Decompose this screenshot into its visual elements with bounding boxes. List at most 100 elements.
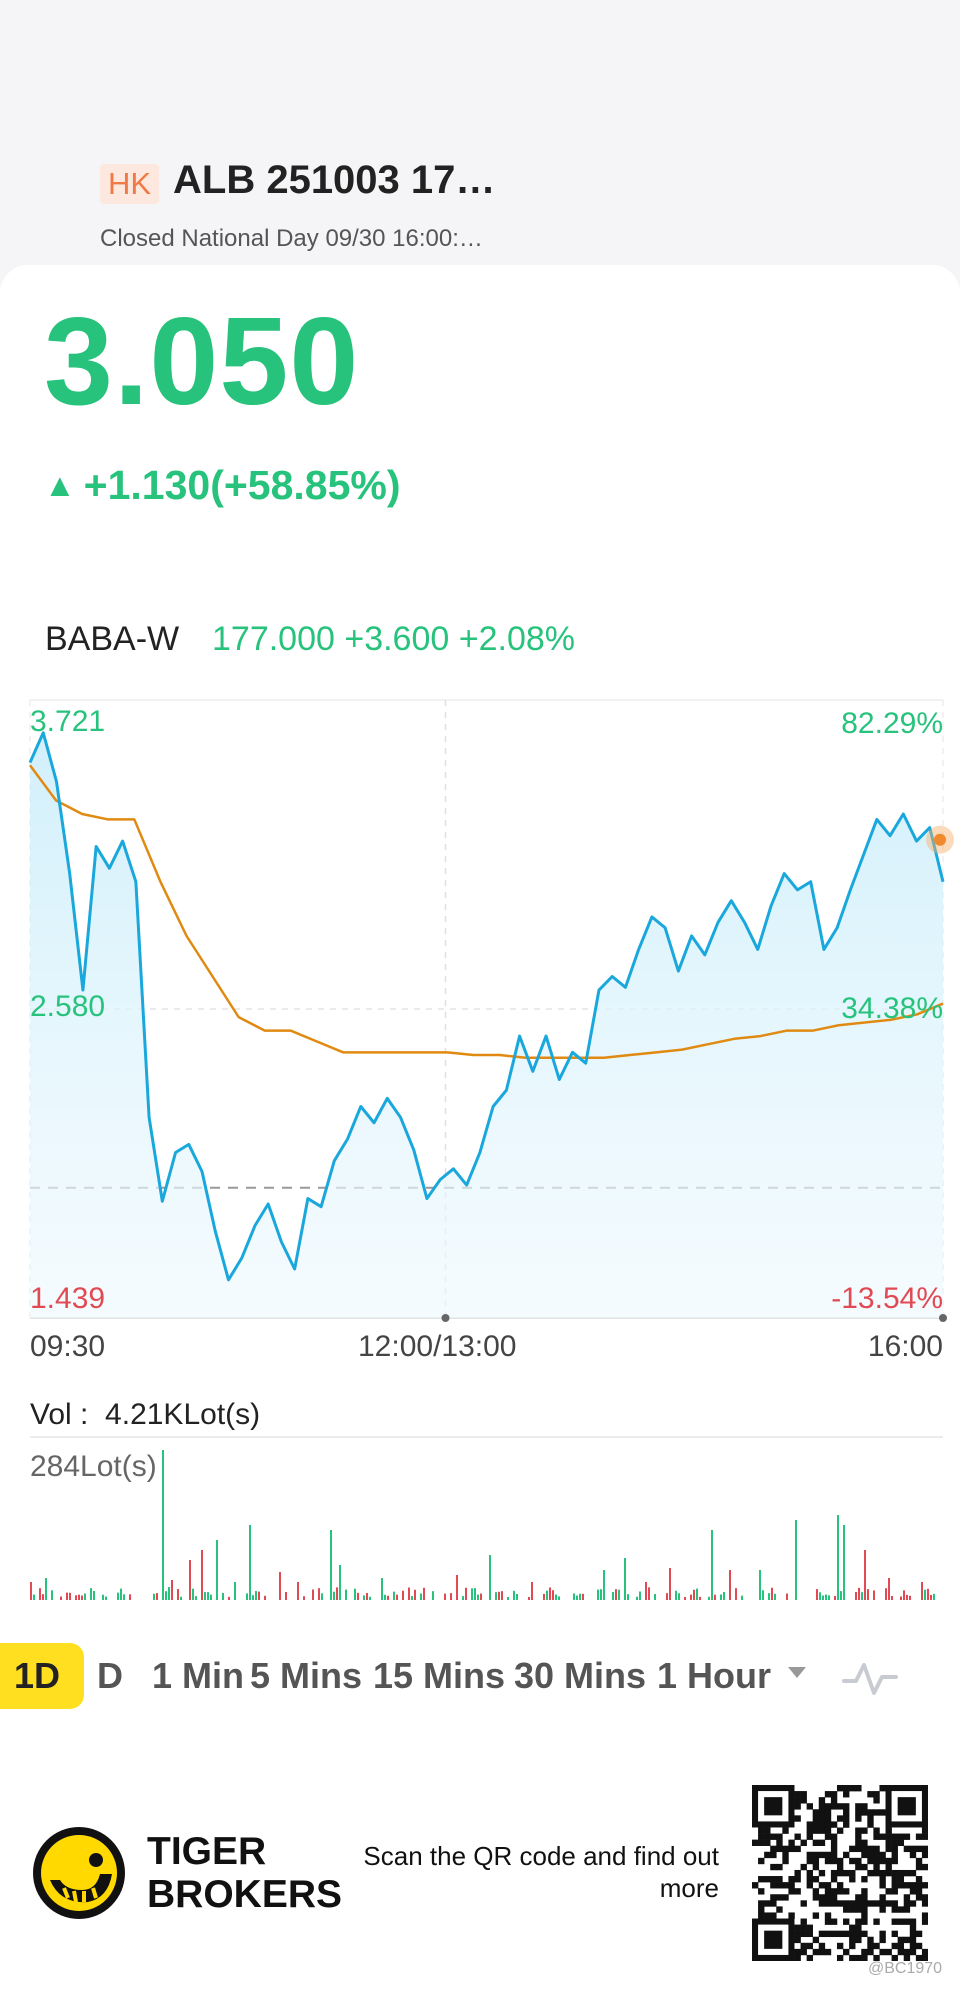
qr-module (764, 1876, 771, 1883)
qr-module (909, 1882, 917, 1889)
tab-1d[interactable]: 1D (0, 1643, 85, 1709)
qr-module (806, 1882, 813, 1889)
volume-bar (516, 1593, 518, 1600)
qr-module (800, 1839, 807, 1846)
qr-module (885, 1948, 892, 1956)
indicator-wave-icon[interactable] (842, 1651, 898, 1701)
x-tick-close: 16:00 (867, 1330, 943, 1363)
volume-bar (930, 1594, 932, 1600)
tab-15-mins[interactable]: 15 Mins (373, 1655, 506, 1696)
qr-module (812, 1912, 820, 1919)
volume-bar (684, 1596, 686, 1600)
y-tick-low: 1.439 (30, 1282, 106, 1315)
volume-bar (693, 1589, 695, 1600)
qr-module (806, 1821, 813, 1828)
qr-module (861, 1839, 868, 1846)
qr-module (879, 1809, 886, 1816)
volume-bar (222, 1592, 224, 1600)
volume-bar (900, 1596, 902, 1600)
underlying-symbol[interactable]: BABA-W (45, 620, 180, 658)
qr-module (855, 1809, 862, 1816)
qr-module (824, 1882, 832, 1889)
volume-bar (84, 1593, 86, 1600)
qr-module (921, 1833, 928, 1840)
qr-module (921, 1894, 928, 1901)
qr-module (909, 1888, 917, 1895)
volume-bar (396, 1594, 398, 1600)
volume-bar (51, 1590, 53, 1600)
qr-module (830, 1857, 838, 1865)
qr-module (879, 1882, 886, 1889)
qr-module (758, 1876, 765, 1883)
qr-module (861, 1863, 868, 1871)
qr-module (855, 1839, 862, 1846)
volume-max-label: 284Lot(s) (30, 1450, 157, 1483)
volume-bar (102, 1594, 104, 1600)
qr-module (836, 1888, 844, 1895)
volume-bar (156, 1593, 158, 1600)
volume-bar (654, 1593, 656, 1600)
volume-bar (543, 1593, 545, 1600)
qr-module (782, 1882, 789, 1889)
volume-bar (873, 1590, 875, 1600)
volume-bar (762, 1590, 764, 1600)
qr-module (794, 1833, 801, 1840)
qr-module (818, 1797, 826, 1804)
qr-module (782, 1894, 789, 1901)
volume-bar (474, 1588, 476, 1600)
y-tick-high: 3.721 (30, 705, 106, 738)
volume-bar (339, 1565, 341, 1600)
qr-module (855, 1803, 862, 1810)
volume-bar (675, 1590, 677, 1600)
volume-bar (465, 1587, 467, 1600)
intraday-chart[interactable] (0, 690, 960, 1330)
qr-module (903, 1882, 911, 1889)
qr-module (830, 1821, 838, 1828)
qr-code-icon[interactable] (752, 1785, 928, 1961)
volume-bar (795, 1520, 797, 1600)
volume-bar (303, 1596, 305, 1600)
volume-title: Vol : (30, 1398, 89, 1431)
volume-bar (171, 1580, 173, 1600)
contract-title[interactable]: ALB 251003 17… (173, 158, 496, 202)
qr-module (873, 1791, 880, 1798)
tab-5-mins[interactable]: 5 Mins (250, 1655, 363, 1696)
qr-module (782, 1857, 789, 1865)
qr-module (873, 1857, 880, 1865)
qr-module (861, 1827, 868, 1834)
qr-module (782, 1851, 789, 1859)
tab-daily[interactable]: D (97, 1655, 123, 1696)
qr-module (818, 1930, 826, 1938)
qr-module (830, 1797, 838, 1804)
qr-module (915, 1863, 923, 1871)
qr-module (909, 1948, 917, 1956)
qr-module (903, 1954, 911, 1961)
chevron-down-icon[interactable] (788, 1667, 806, 1678)
qr-module (885, 1839, 892, 1846)
qr-module (782, 1845, 789, 1853)
qr-module (885, 1857, 892, 1865)
qr-module (891, 1857, 898, 1865)
tab-1-hour[interactable]: 1 Hour (657, 1655, 772, 1696)
qr-module (849, 1924, 856, 1931)
qr-module (879, 1851, 886, 1859)
volume-bar (384, 1594, 386, 1600)
qr-module (782, 1827, 789, 1834)
qr-module (830, 1803, 838, 1810)
volume-bar (33, 1594, 35, 1600)
qr-module (800, 1791, 807, 1798)
qr-module (843, 1821, 850, 1828)
qr-module (885, 1869, 892, 1877)
volume-bar (279, 1572, 281, 1600)
volume-bar (312, 1589, 314, 1600)
qr-module (849, 1930, 856, 1938)
volume-bar (60, 1596, 62, 1600)
qr-module (776, 1833, 783, 1840)
tab-1-min[interactable]: 1 Min (152, 1655, 245, 1696)
qr-module (861, 1803, 868, 1810)
qr-module (909, 1936, 917, 1944)
tab-30-mins[interactable]: 30 Mins (514, 1655, 647, 1696)
qr-module (909, 1918, 917, 1925)
volume-bar (258, 1591, 260, 1600)
qr-module (873, 1869, 880, 1877)
